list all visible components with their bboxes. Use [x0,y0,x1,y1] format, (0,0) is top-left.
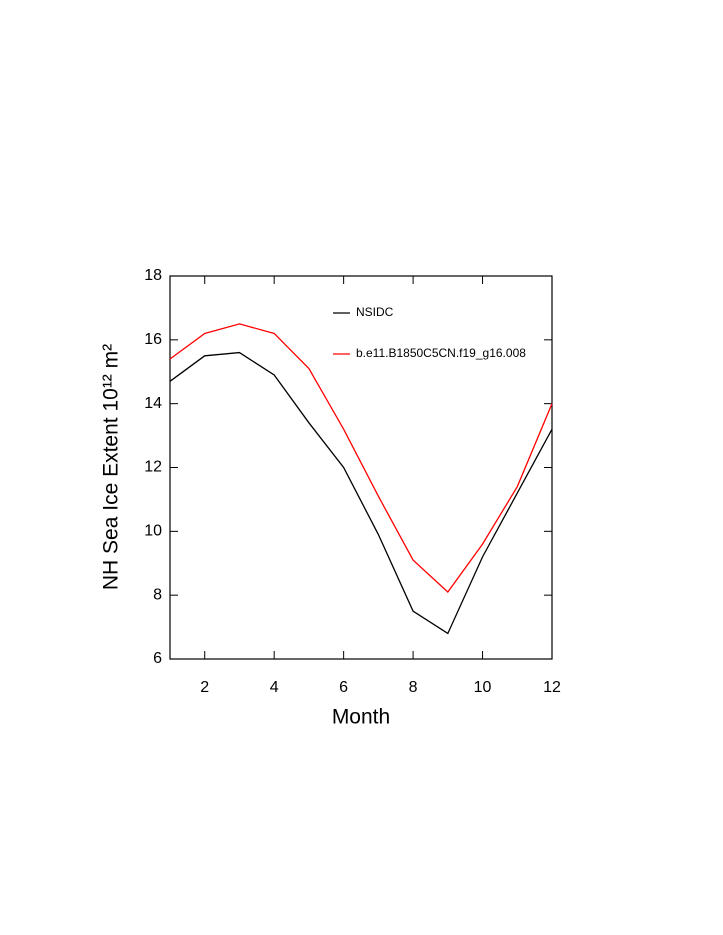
y-tick-label: 18 [144,267,162,284]
plot-frame [169,275,553,660]
x-tick-label: 4 [270,679,279,696]
x-tick-label: 12 [543,679,561,696]
y-axis-title: NH Sea Ice Extent 10¹² m² [100,344,123,590]
series-line [169,351,553,635]
x-tick-label: 10 [474,679,492,696]
legend-label: b.e11.B1850C5CN.f19_g16.008 [356,346,526,360]
x-tick-label: 6 [339,679,348,696]
y-tick-label: 16 [144,331,162,348]
x-tick-label: 2 [200,679,209,696]
x-tick-label: 8 [409,679,418,696]
legend-label: NSIDC [356,305,394,319]
series-line [169,323,553,593]
y-tick-label: 14 [144,395,162,412]
y-tick-label: 10 [144,523,162,540]
y-tick-label: 12 [144,459,162,476]
y-tick-label: 6 [153,650,162,667]
x-axis-title: Month [332,706,390,729]
y-tick-label: 8 [153,586,162,603]
